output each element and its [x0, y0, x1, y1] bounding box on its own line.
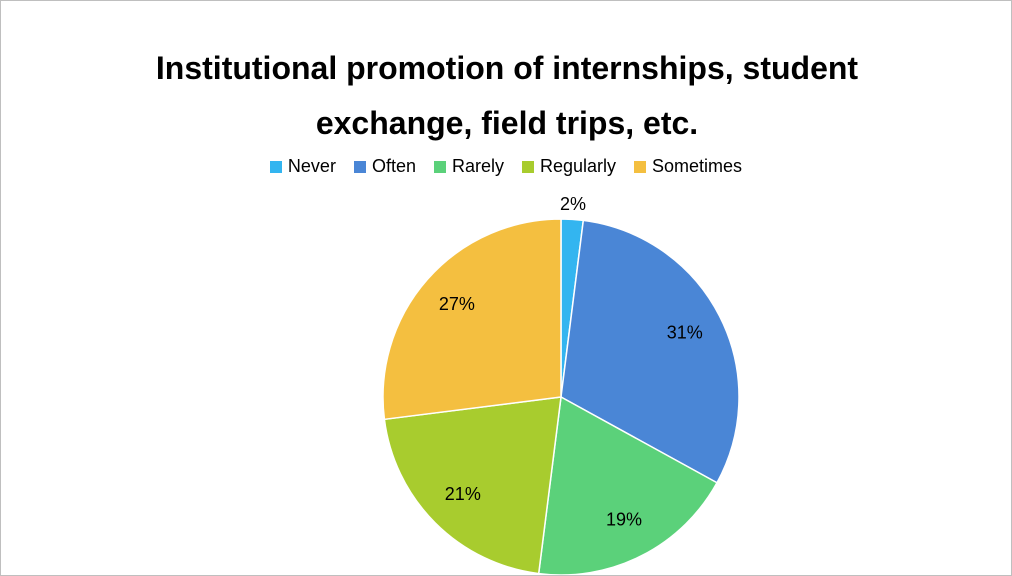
pie-slice: [382, 218, 562, 421]
data-label: 27%: [439, 294, 475, 314]
legend-entry: Regularly: [521, 156, 617, 177]
pie-slice: [560, 219, 740, 484]
legend: Never Often Rarely Regularly Sometimes: [1, 156, 1011, 177]
data-label: 31%: [667, 323, 703, 343]
legend-label: Rarely: [451, 156, 504, 176]
legend-label: Regularly: [539, 156, 617, 176]
legend-swatch: [433, 160, 446, 173]
legend-swatch: [634, 160, 647, 173]
pie-slice: [383, 396, 562, 575]
legend-label: Sometimes: [652, 156, 743, 176]
data-label: 21%: [445, 484, 481, 504]
legend-entry: Often: [353, 156, 416, 177]
data-label: 2%: [560, 194, 586, 214]
legend-swatch: [269, 160, 282, 173]
legend-entry: Rarely: [433, 156, 504, 177]
legend-swatch: [353, 160, 366, 173]
chart-title: Institutional promotion of internships, …: [155, 50, 859, 141]
legend-label: Often: [371, 156, 416, 176]
legend-entry: Never: [269, 156, 336, 177]
legend-swatch: [521, 160, 534, 173]
pie-slice: [537, 395, 719, 575]
legend-entry: Sometimes: [634, 156, 742, 177]
data-label: 19%: [606, 509, 642, 529]
legend-label: Never: [287, 156, 336, 176]
